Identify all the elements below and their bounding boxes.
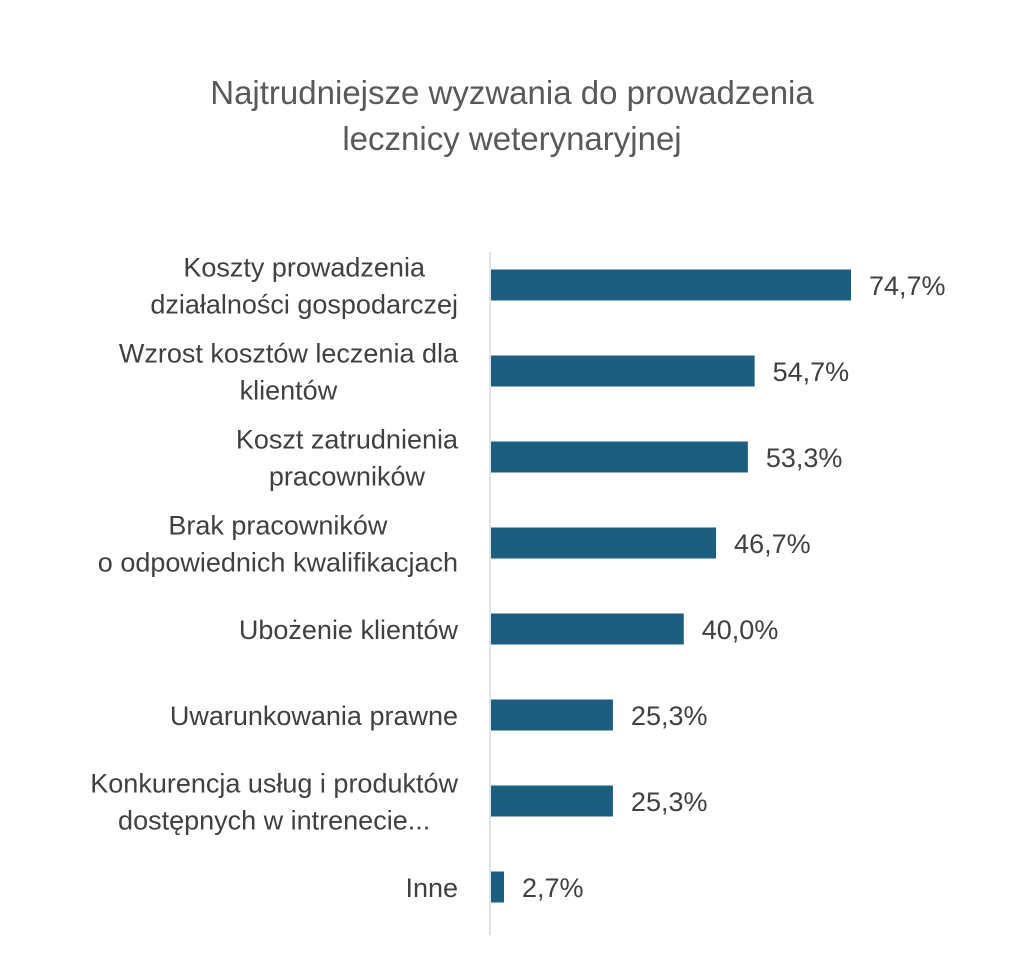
category-labels: Koszty prowadzenia działalności gospodarc… (90, 253, 459, 904)
bar (491, 699, 613, 731)
bar (491, 269, 851, 301)
bar (491, 441, 748, 473)
data-label: 53,3% (766, 443, 843, 473)
category-label-line: Konkurencja usług i produktów (90, 769, 458, 799)
bar (491, 785, 613, 817)
category-label-line: Wzrost kosztów leczenia dla (119, 339, 459, 369)
category-label-line: Inne (405, 873, 458, 903)
category-label-line: o odpowiednich kwalifikacjach (98, 548, 458, 578)
chart-title-line: lecznicy weterynaryjnej (342, 120, 681, 157)
category-label-line: dostępnych w intrenecie... (118, 806, 430, 836)
category-label-line: Brak pracowników (168, 511, 388, 541)
data-label: 2,7% (522, 873, 584, 903)
category-label-line: Koszt zatrudnienia (236, 425, 459, 455)
data-labels: 74,7% 54,7% 53,3% 46,7% 40,0% 25,3% 25,3% 2,7% (522, 271, 946, 903)
data-label: 74,7% (869, 271, 946, 301)
data-label: 25,3% (631, 787, 708, 817)
data-label: 25,3% (631, 701, 708, 731)
chart-title: Najtrudniejsze wyzwania do prowadzenia le… (210, 74, 814, 157)
data-label: 54,7% (773, 357, 850, 387)
data-label: 40,0% (702, 615, 779, 645)
bar (491, 613, 684, 645)
category-label-line: Koszty prowadzenia (183, 253, 426, 283)
chart-title-line: Najtrudniejsze wyzwania do prowadzenia (210, 74, 814, 111)
category-label-line: klientów (240, 376, 338, 406)
bars (491, 269, 851, 903)
bar (491, 527, 717, 559)
bar (491, 871, 505, 903)
category-label-line: pracowników (269, 462, 426, 492)
category-label-line: Ubożenie klientów (239, 615, 459, 645)
data-label: 46,7% (734, 529, 811, 559)
category-label-line: działalności gospodarczej (150, 290, 458, 320)
category-label-line: Uwarunkowania prawne (170, 701, 458, 731)
bar (491, 355, 755, 387)
